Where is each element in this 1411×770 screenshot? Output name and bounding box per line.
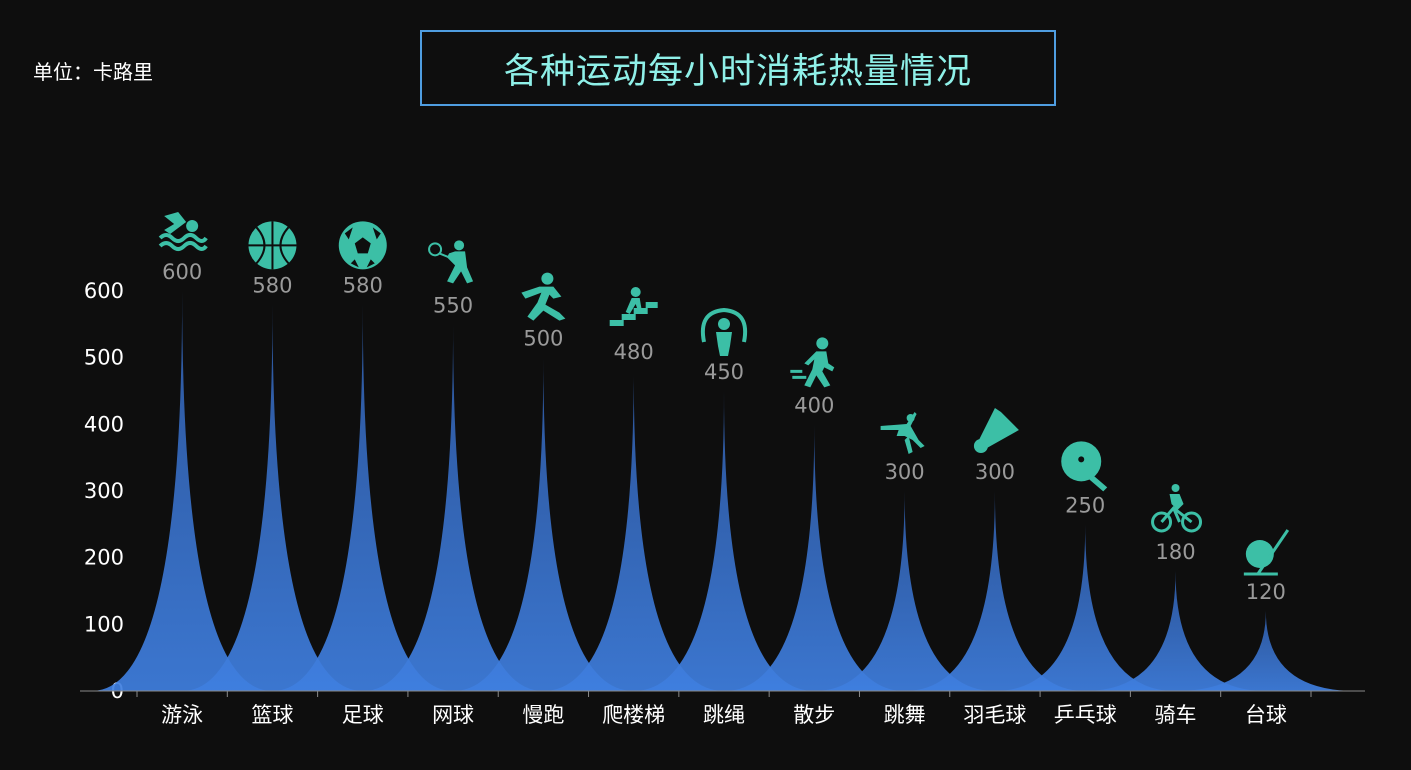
shuttlecock-icon (973, 408, 1019, 453)
spike-bar-2 (272, 304, 454, 691)
spike-series (91, 291, 1357, 691)
x-tick-label: 足球 (342, 703, 384, 727)
x-tick-label: 篮球 (251, 703, 293, 727)
value-label: 300 (975, 460, 1015, 484)
value-label: 550 (433, 293, 473, 317)
x-tick-label: 网球 (432, 703, 474, 727)
jump-rope-icon (701, 307, 747, 356)
swimming-icon (158, 212, 208, 251)
y-tick-label: 500 (84, 346, 124, 370)
sport-icons (158, 212, 1290, 576)
value-label: 400 (794, 393, 834, 417)
x-tick-label: 跳舞 (884, 703, 926, 727)
chart-title-box: 各种运动每小时消耗热量情况 (420, 30, 1056, 106)
y-axis: 0100200300400500600 (84, 279, 124, 703)
stairs-icon (609, 287, 658, 326)
value-label: 580 (343, 273, 383, 297)
spike-bar-11 (1085, 571, 1266, 691)
x-tick-label: 骑车 (1155, 703, 1197, 727)
basketball-icon (248, 221, 297, 270)
value-label: 450 (704, 360, 744, 384)
value-labels: 600 580 580 550 500 480 450 400 300 300 250 180 120 (162, 260, 1286, 604)
x-tick-label: 爬楼梯 (602, 703, 665, 727)
y-tick-label: 600 (84, 279, 124, 303)
x-tick-label: 游泳 (161, 703, 203, 727)
x-tick-label: 乒乓球 (1054, 703, 1117, 727)
x-tick-label: 台球 (1245, 703, 1287, 727)
spike-bar-12 (1175, 611, 1357, 691)
spike-bar-6 (633, 391, 815, 691)
x-tick-label: 散步 (793, 703, 835, 727)
spike-bar-3 (362, 324, 544, 691)
dancing-icon (880, 412, 925, 454)
billiards-icon (1243, 529, 1290, 576)
y-tick-label: 200 (84, 546, 124, 570)
y-tick-label: 100 (84, 612, 124, 636)
value-label: 250 (1065, 493, 1105, 517)
value-label: 580 (252, 273, 292, 297)
spike-bar-7 (724, 424, 905, 691)
spike-bar-0 (91, 291, 273, 691)
walking-icon (790, 337, 835, 388)
chart-title: 各种运动每小时消耗热量情况 (503, 51, 972, 92)
cycling-icon (1151, 484, 1203, 533)
spike-bar-5 (543, 371, 724, 691)
value-label: 300 (885, 460, 925, 484)
value-label: 600 (162, 260, 202, 284)
x-axis: 游泳 篮球 足球 网球 慢跑 爬楼梯 跳绳 散步 跳舞 羽毛球 乒乓球 骑车 台球 (80, 690, 1365, 727)
x-tick-label: 慢跑 (522, 703, 564, 727)
unit-label: 单位：卡路里 (33, 60, 153, 84)
value-label: 500 (523, 327, 563, 351)
x-tick-label: 羽毛球 (963, 703, 1026, 727)
ping-pong-icon (1061, 441, 1108, 492)
running-icon (521, 272, 566, 321)
spike-bar-8 (814, 491, 995, 691)
spike-bar-9 (904, 491, 1086, 691)
tennis-icon (428, 240, 474, 284)
value-label: 480 (614, 340, 654, 364)
value-label: 180 (1155, 540, 1195, 564)
x-tick-label: 跳绳 (703, 703, 745, 727)
y-tick-label: 400 (84, 412, 124, 436)
spike-bar-10 (994, 524, 1176, 691)
spike-bar-1 (182, 304, 363, 691)
spike-bar-4 (453, 357, 634, 691)
y-tick-label: 300 (84, 479, 124, 503)
soccer-ball-icon (338, 221, 387, 270)
value-label: 120 (1246, 580, 1286, 604)
